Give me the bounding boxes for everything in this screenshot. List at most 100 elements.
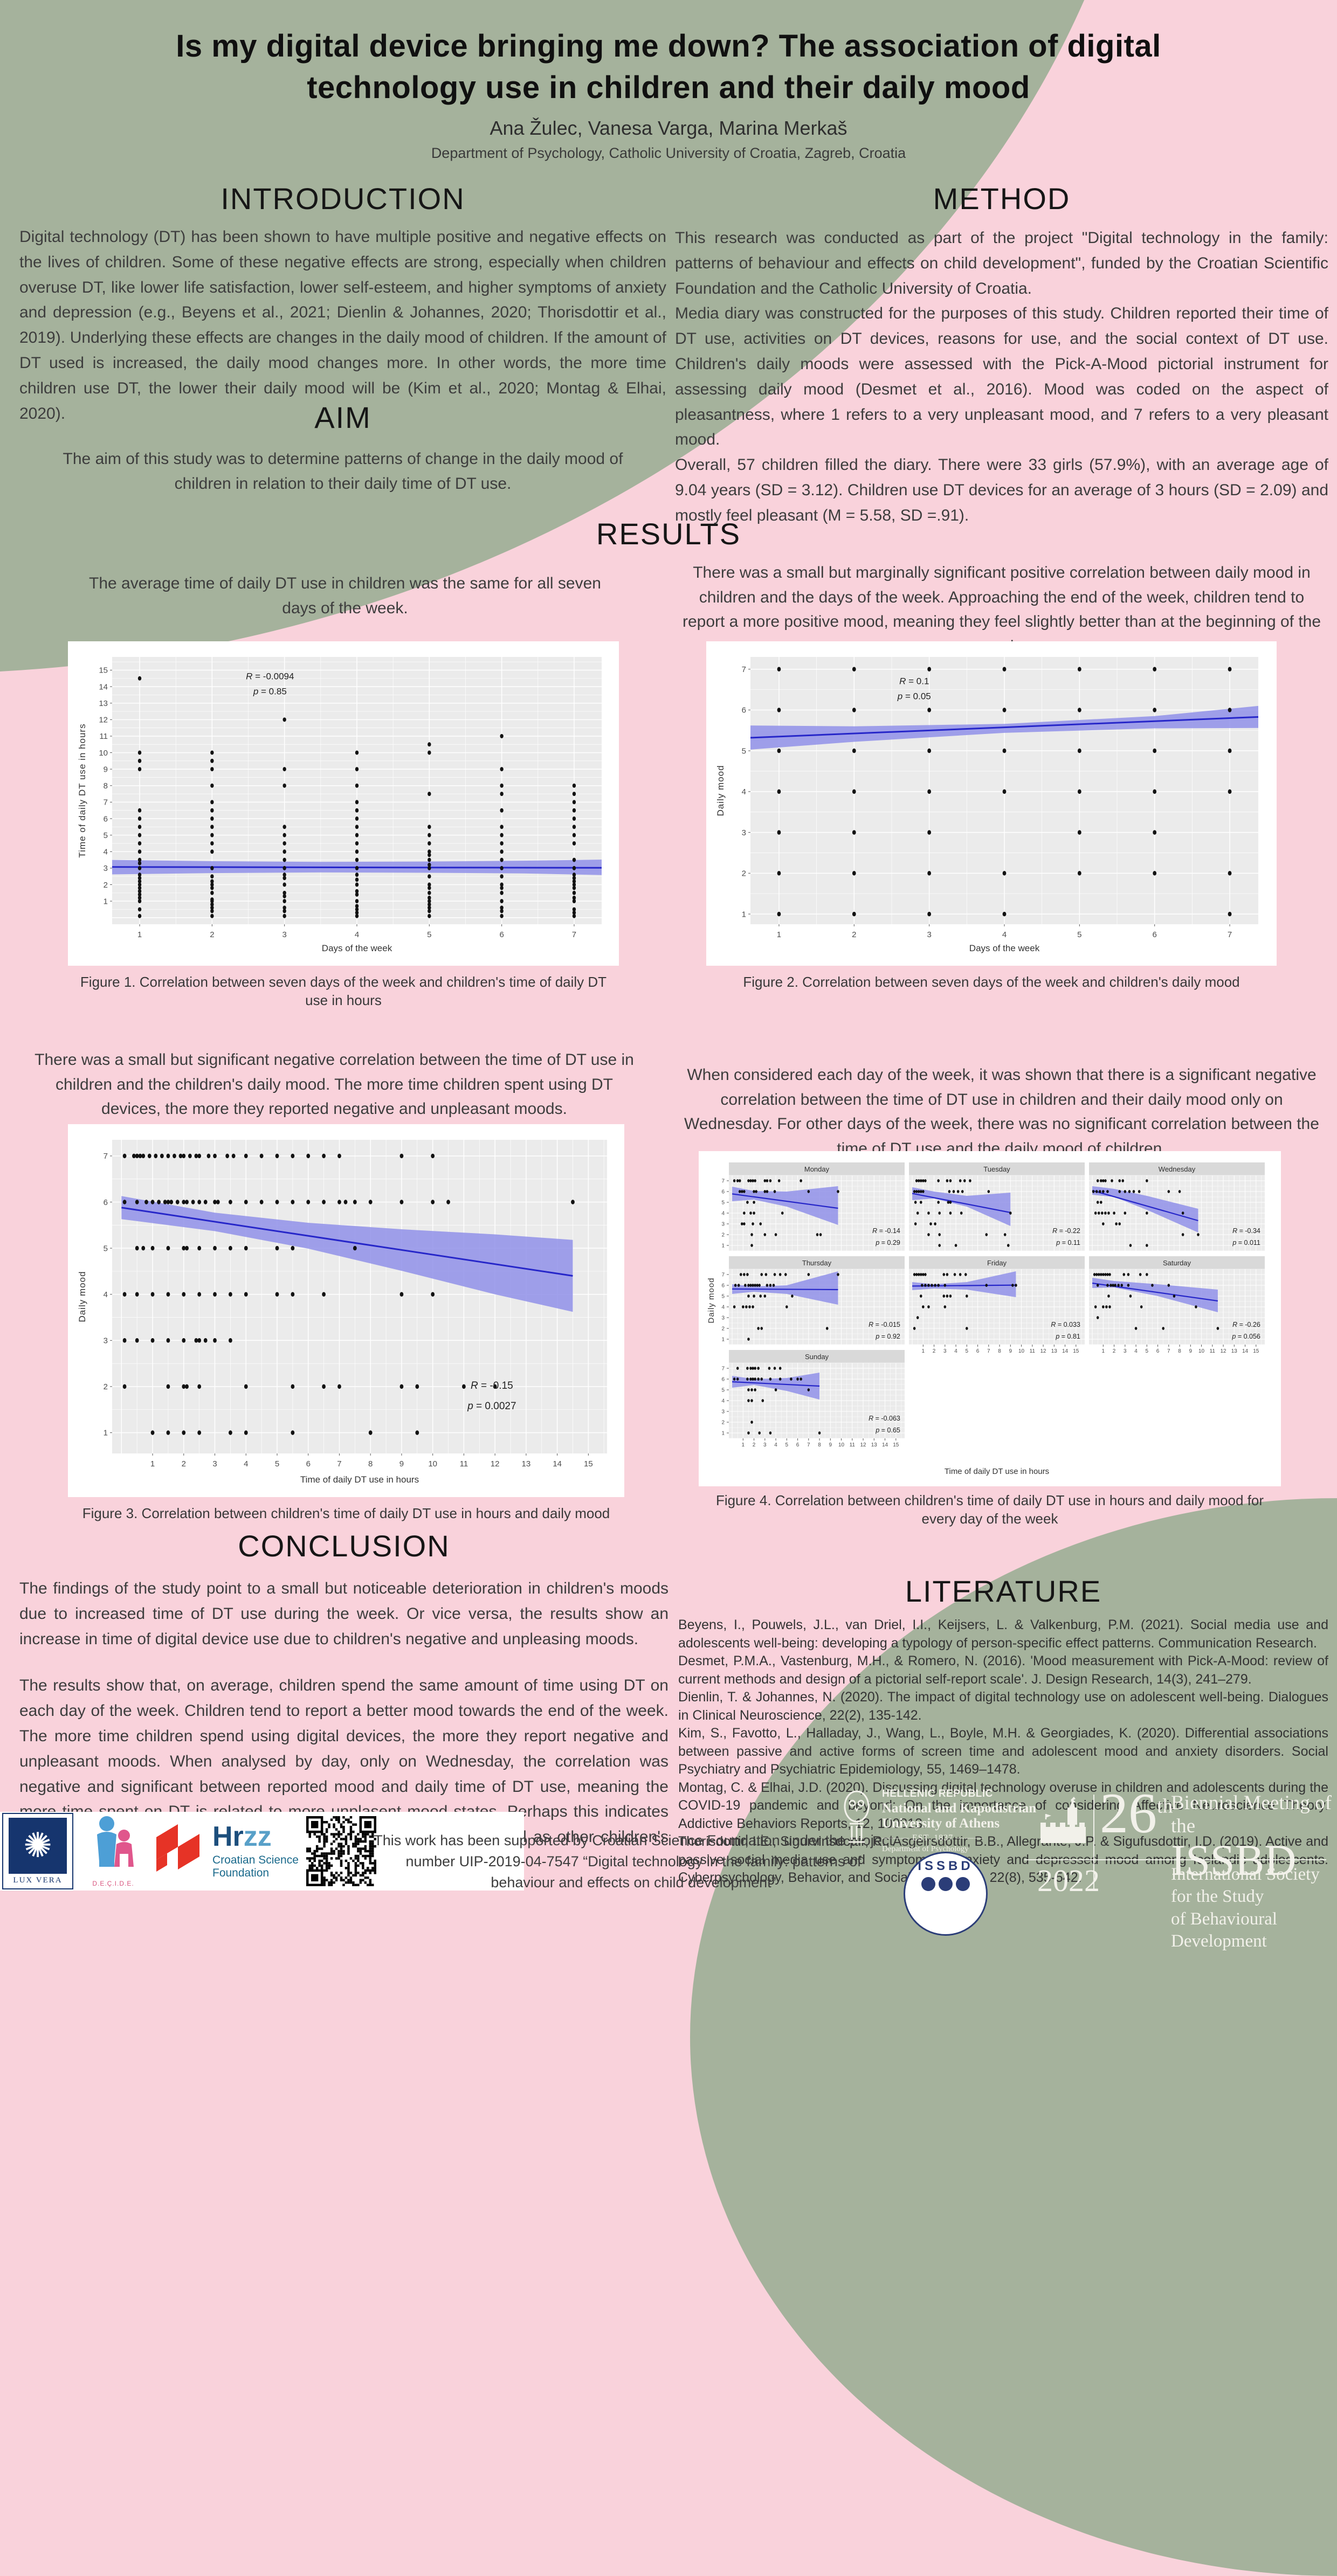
svg-text:10: 10: [1018, 1348, 1025, 1354]
svg-text:8: 8: [104, 781, 108, 791]
svg-text:R = -0.0094: R = -0.0094: [246, 671, 294, 681]
figure4-card: Monday R = -0.14 p = 0.29 1 2 3 4 5 6 7 Tuesday R =…: [699, 1151, 1281, 1486]
svg-text:6: 6: [104, 1198, 108, 1207]
svg-text:15: 15: [1253, 1348, 1259, 1354]
figure1-card: R = -0.0094 p = 0.85 1 2 3 4 5 6 7 1 2 3 4 5 6 7 8 9 10 11 1…: [68, 641, 619, 966]
svg-text:3: 3: [742, 828, 746, 837]
poster-header: Is my digital device bringing me down? T…: [0, 26, 1337, 162]
figure4-intro-text: When considered each day of the week, it…: [684, 1066, 1319, 1158]
svg-text:13: 13: [1051, 1348, 1058, 1354]
svg-text:Sunday: Sunday: [805, 1353, 829, 1361]
svg-text:3: 3: [212, 1459, 217, 1469]
svg-text:14: 14: [1242, 1348, 1249, 1354]
svg-text:8: 8: [368, 1459, 373, 1469]
svg-text:5: 5: [721, 1294, 725, 1300]
svg-text:p = 0.0027: p = 0.0027: [467, 1401, 516, 1412]
svg-text:4: 4: [104, 1290, 108, 1299]
aim-heading: AIM: [314, 400, 371, 434]
svg-text:13: 13: [522, 1459, 531, 1469]
affiliation: Department of Psychology, Catholic Unive…: [431, 145, 906, 162]
meeting-divider: [1093, 1795, 1094, 1891]
svg-text:1: 1: [742, 1442, 745, 1448]
svg-text:4: 4: [721, 1305, 725, 1311]
footer-logo-strip: ✺ LUX VERA D.E.Ç.I.D.E. Hrzz Croatian Sc…: [0, 1812, 524, 1891]
hrzz-flag-icon: [156, 1824, 199, 1872]
athens-line4: ——— EST. 1837 ———: [882, 1833, 984, 1843]
svg-text:7: 7: [742, 665, 746, 674]
svg-text:9: 9: [1189, 1348, 1193, 1354]
svg-text:2: 2: [721, 1420, 725, 1426]
svg-text:14: 14: [1062, 1348, 1069, 1354]
figure1-caption: Figure 1. Correlation between seven days…: [80, 974, 607, 1008]
svg-text:5: 5: [1146, 1348, 1149, 1354]
svg-text:7: 7: [104, 798, 108, 807]
svg-text:2: 2: [753, 1442, 756, 1448]
svg-text:4: 4: [721, 1398, 725, 1404]
svg-text:p = 0.05: p = 0.05: [897, 691, 931, 702]
issbd-logo-figures: [921, 1877, 970, 1891]
svg-text:5: 5: [104, 831, 108, 840]
svg-text:2: 2: [1113, 1348, 1116, 1354]
method-paragraph-1: This research was conducted as part of t…: [675, 229, 1328, 297]
reference-list: Beyens, I., Pouwels, J.L., van Driel, I.…: [678, 1616, 1328, 1887]
svg-text:10: 10: [99, 749, 108, 758]
svg-text:5: 5: [104, 1244, 108, 1253]
athens-university-logo: HELLENIC REPUBLIC National and Kapodistr…: [839, 1788, 1036, 1854]
poster-title-line2: technology use in children and their dai…: [307, 70, 1030, 105]
svg-text:5: 5: [721, 1388, 725, 1394]
introduction-body: Digital technology (DT) has been shown t…: [19, 228, 666, 423]
svg-text:11: 11: [460, 1459, 468, 1469]
svg-text:1: 1: [150, 1459, 155, 1469]
svg-text:3: 3: [763, 1442, 767, 1448]
funding-statement: This work has been supported by Croatian…: [374, 1832, 893, 1891]
meeting-number: 26th: [1100, 1782, 1173, 1845]
section-introduction: INTRODUCTION Digital technology (DT) has…: [19, 181, 666, 426]
svg-text:3: 3: [721, 1409, 725, 1415]
conclusion-heading: CONCLUSION: [238, 1529, 450, 1563]
svg-text:1: 1: [104, 897, 108, 906]
svg-text:1: 1: [721, 1243, 725, 1249]
introduction-heading: INTRODUCTION: [220, 182, 465, 216]
section-literature: LITERATURE Beyens, I., Pouwels, J.L., va…: [678, 1574, 1328, 1887]
svg-text:12: 12: [1040, 1348, 1046, 1354]
svg-text:R = -0.15: R = -0.15: [471, 1380, 513, 1391]
svg-text:14: 14: [99, 682, 108, 691]
reference-item: Beyens, I., Pouwels, J.L., van Driel, I.…: [678, 1617, 1328, 1651]
svg-text:12: 12: [1220, 1348, 1226, 1354]
svg-text:p = 0.65: p = 0.65: [875, 1427, 900, 1434]
svg-text:R = 0.1: R = 0.1: [899, 676, 929, 687]
svg-text:Days of the week: Days of the week: [969, 943, 1040, 953]
poster-title-line1: Is my digital device bringing me down? T…: [176, 29, 1161, 64]
qr-code: [306, 1816, 376, 1886]
svg-text:9: 9: [1009, 1348, 1012, 1354]
svg-text:5: 5: [275, 1459, 279, 1469]
svg-text:p = 0.81: p = 0.81: [1055, 1333, 1080, 1340]
svg-text:Daily mood: Daily mood: [715, 765, 726, 816]
meeting-society-name: International Society for the Study of B…: [1171, 1865, 1320, 1951]
svg-text:2: 2: [742, 869, 746, 878]
svg-text:2: 2: [721, 1326, 725, 1332]
svg-text:12: 12: [860, 1442, 866, 1448]
svg-text:6: 6: [976, 1348, 980, 1354]
svg-text:3: 3: [721, 1222, 725, 1228]
svg-text:3: 3: [104, 1337, 108, 1346]
svg-text:4: 4: [355, 930, 359, 939]
svg-text:Saturday: Saturday: [1163, 1259, 1191, 1267]
issbd-meeting-banner: 26th Biennial Meeting of the ISSBD 2022 …: [1014, 1785, 1337, 1951]
svg-text:5: 5: [966, 1348, 969, 1354]
svg-text:Tuesday: Tuesday: [983, 1165, 1010, 1173]
svg-text:10: 10: [838, 1442, 845, 1448]
svg-text:R = -0.34: R = -0.34: [1232, 1227, 1260, 1235]
svg-text:Wednesday: Wednesday: [1159, 1165, 1196, 1173]
svg-text:13: 13: [99, 699, 108, 708]
svg-text:3: 3: [282, 930, 287, 939]
svg-text:8: 8: [998, 1348, 1001, 1354]
svg-text:p = 0.92: p = 0.92: [875, 1333, 900, 1340]
reference-item: Dienlin, T. & Johannes, N. (2020). The i…: [678, 1689, 1328, 1723]
svg-text:Friday: Friday: [987, 1259, 1007, 1267]
literature-heading: LITERATURE: [905, 1574, 1102, 1608]
reference-item: Desmet, P.M.A., Vastenburg, M.H., & Rome…: [678, 1653, 1328, 1687]
svg-text:3: 3: [1124, 1348, 1127, 1354]
svg-text:15: 15: [584, 1459, 593, 1469]
